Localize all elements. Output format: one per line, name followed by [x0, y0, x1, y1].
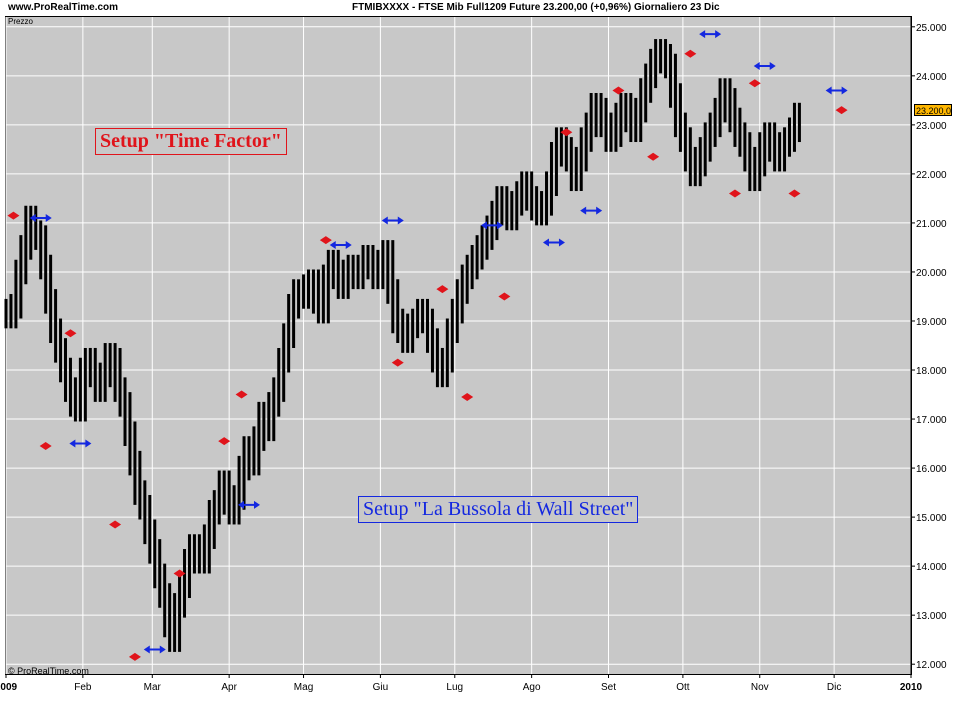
panel-label: Prezzo	[8, 17, 33, 26]
x-tick-label: 2009	[0, 682, 18, 693]
y-tick-label: 12.000	[916, 660, 947, 671]
blue-signal-marker	[69, 439, 92, 448]
x-tick-label: Apr	[221, 682, 237, 693]
red-signal-marker	[684, 49, 697, 58]
time-factor-annotation: Setup "Time Factor"	[95, 128, 287, 155]
red-signal-marker	[64, 329, 77, 338]
y-tick-label: 13.000	[916, 611, 947, 622]
x-tick-label: Feb	[74, 682, 92, 693]
blue-signal-marker	[29, 214, 52, 223]
y-tick-label: 16.000	[916, 464, 947, 475]
blue-signal-marker	[699, 30, 722, 39]
blue-signal-marker	[753, 62, 776, 71]
y-tick-label: 14.000	[916, 562, 947, 573]
y-tick-label: 24.000	[916, 72, 947, 83]
x-tick-label: Lug	[446, 682, 463, 693]
red-signal-marker	[461, 392, 474, 401]
red-signal-marker	[39, 442, 52, 451]
blue-signal-marker	[237, 500, 260, 509]
last-price-tag: 23.200,0	[914, 104, 952, 116]
blue-signal-marker	[480, 221, 503, 230]
x-tick-label: 2010	[900, 682, 923, 693]
blue-signal-marker	[381, 216, 404, 225]
red-signal-marker	[7, 211, 20, 220]
blue-signal-marker	[825, 86, 848, 95]
x-tick-label: Mag	[294, 682, 313, 693]
red-signal-marker	[128, 652, 141, 661]
site-label: www.ProRealTime.com	[8, 2, 119, 13]
red-signal-marker	[436, 285, 449, 294]
y-tick-label: 17.000	[916, 415, 947, 426]
red-signal-marker	[218, 437, 231, 446]
x-tick-label: Nov	[751, 682, 769, 693]
y-tick-label: 20.000	[916, 268, 947, 279]
x-tick-label: Giu	[373, 682, 389, 693]
red-signal-marker	[728, 189, 741, 198]
footer-credit: © ProRealTime.com	[8, 666, 89, 676]
blue-signal-marker	[580, 206, 603, 215]
red-signal-marker	[173, 569, 186, 578]
red-signal-marker	[788, 189, 801, 198]
y-tick-label: 19.000	[916, 317, 947, 328]
instrument-info: FTMIBXXXX - FTSE Mib Full1209 Future 23.…	[352, 2, 720, 13]
red-signal-marker	[498, 292, 511, 301]
x-tick-label: Ott	[676, 682, 690, 693]
red-signal-marker	[647, 152, 660, 161]
red-signal-marker	[109, 520, 122, 529]
red-signal-marker	[235, 390, 248, 399]
red-signal-marker	[319, 236, 332, 245]
blue-signal-marker	[143, 645, 166, 654]
x-tick-label: Dic	[827, 682, 841, 693]
y-tick-label: 18.000	[916, 366, 947, 377]
y-tick-label: 22.000	[916, 170, 947, 181]
red-signal-marker	[560, 128, 573, 137]
x-tick-label: Ago	[523, 682, 541, 693]
y-tick-label: 23.000	[916, 121, 947, 132]
y-tick-label: 25.000	[916, 23, 947, 34]
x-tick-label: Mar	[144, 682, 162, 693]
red-signal-marker	[748, 79, 761, 88]
red-signal-marker	[391, 358, 404, 367]
y-tick-label: 21.000	[916, 219, 947, 230]
y-tick-label: 15.000	[916, 513, 947, 524]
x-tick-label: Set	[601, 682, 616, 693]
red-signal-marker	[835, 106, 848, 115]
blue-signal-marker	[329, 240, 352, 249]
blue-signal-marker	[542, 238, 565, 247]
chart-header: www.ProRealTime.com FTMIBXXXX - FTSE Mib…	[0, 0, 954, 16]
bussola-annotation: Setup "La Bussola di Wall Street"	[358, 496, 639, 523]
red-signal-marker	[612, 86, 625, 95]
